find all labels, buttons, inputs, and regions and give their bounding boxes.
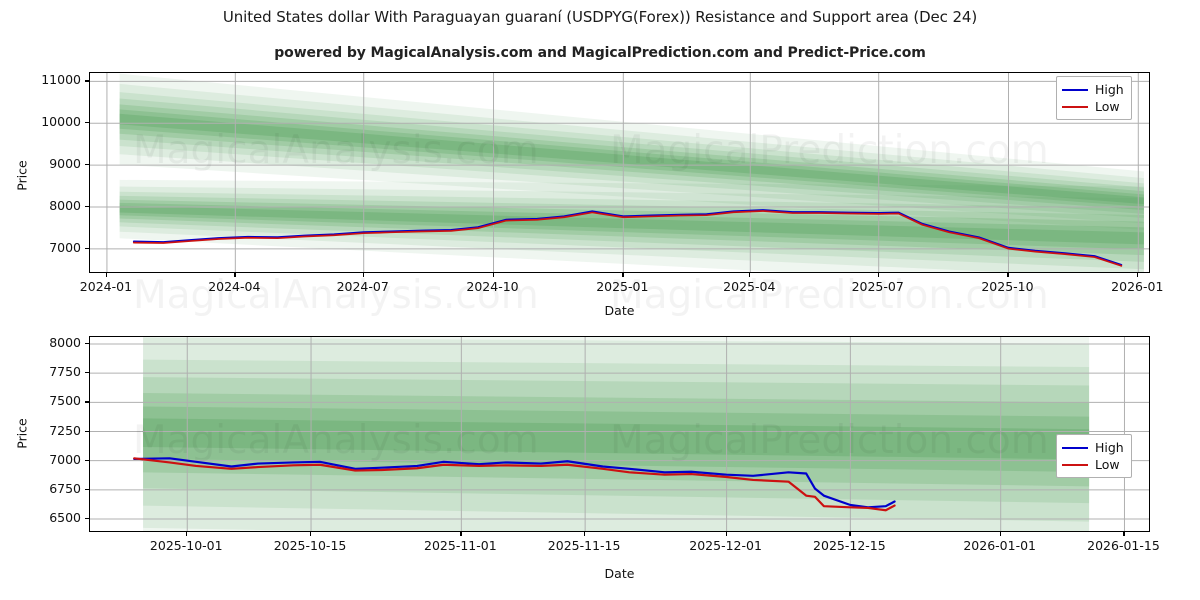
overview-x-tick: 2025-04 bbox=[723, 279, 776, 294]
detail-x-tick: 2025-10-01 bbox=[149, 538, 223, 553]
overview-x-axis-label: Date bbox=[604, 303, 635, 318]
overview-x-tick: 2026-01 bbox=[1111, 279, 1164, 294]
legend-item-high[interactable]: High bbox=[1062, 81, 1124, 98]
overview-y-tick: 10000 bbox=[41, 114, 81, 130]
high-line-swatch bbox=[1062, 88, 1088, 91]
detail-y-tickmark bbox=[85, 343, 89, 345]
detail-x-tick: 2026-01-01 bbox=[963, 538, 1037, 553]
overview-y-tick: 7000 bbox=[49, 239, 81, 255]
overview-y-tick: 11000 bbox=[41, 72, 81, 88]
detail-y-tick: 7000 bbox=[49, 451, 81, 467]
overview-x-tickmark bbox=[492, 273, 494, 277]
detail-x-tickmark bbox=[999, 532, 1001, 536]
overview-x-tickmark bbox=[622, 273, 624, 277]
overview-support-resistance-bands bbox=[119, 73, 1144, 272]
overview-x-tick: 2025-10 bbox=[981, 279, 1034, 294]
legend-label-low: Low bbox=[1095, 457, 1120, 472]
overview-legend: High Low bbox=[1056, 76, 1132, 120]
overview-y-tickmark bbox=[85, 247, 89, 250]
detail-x-tickmark bbox=[186, 532, 188, 536]
detail-x-axis-label: Date bbox=[604, 566, 635, 581]
overview-x-tick: 2024-07 bbox=[336, 279, 389, 294]
detail-y-tickmark bbox=[85, 518, 89, 520]
detail-legend: High Low bbox=[1056, 434, 1132, 478]
page-title: United States dollar With Paraguayan gua… bbox=[222, 8, 978, 26]
detail-y-tick: 8000 bbox=[49, 335, 81, 350]
overview-x-tickmark bbox=[105, 273, 108, 277]
detail-plot-area bbox=[89, 336, 1150, 532]
overview-y-tick: 8000 bbox=[49, 198, 81, 213]
overview-x-tick: 2024-04 bbox=[208, 279, 261, 294]
legend-label-high: High bbox=[1095, 82, 1124, 97]
detail-y-tick: 6750 bbox=[49, 480, 81, 496]
page-subtitle: powered by MagicalAnalysis.com and Magic… bbox=[274, 45, 926, 61]
detail-y-tick: 7500 bbox=[49, 393, 81, 409]
detail-y-tickmark bbox=[85, 401, 89, 403]
detail-y-tick: 6500 bbox=[49, 510, 81, 525]
detail-y-tick: 7250 bbox=[49, 422, 81, 438]
legend-item-low[interactable]: Low bbox=[1062, 98, 1124, 115]
legend-label-low: Low bbox=[1095, 99, 1120, 114]
detail-x-tick: 2025-11-15 bbox=[547, 538, 621, 553]
detail-series-high bbox=[133, 457, 896, 509]
detail-svg bbox=[90, 337, 1149, 531]
overview-x-tickmark bbox=[877, 273, 879, 277]
detail-series-low bbox=[133, 457, 896, 512]
detail-x-tick: 2025-11-01 bbox=[424, 538, 497, 553]
overview-plot-area bbox=[89, 72, 1150, 273]
low-line-swatch bbox=[1062, 463, 1088, 466]
overview-x-tickmark bbox=[362, 273, 364, 277]
detail-x-tick: 2025-12-15 bbox=[813, 538, 886, 553]
overview-x-tickmark bbox=[749, 273, 751, 277]
overview-y-tickmark bbox=[85, 80, 89, 82]
detail-y-tick: 7750 bbox=[49, 364, 81, 380]
detail-y-tickmark bbox=[85, 488, 89, 491]
detail-y-tickmark bbox=[85, 430, 89, 432]
detail-support-resistance-bands bbox=[143, 337, 1090, 531]
detail-x-tick: 2026-01-15 bbox=[1087, 538, 1160, 553]
overview-y-tickmark bbox=[85, 206, 89, 208]
overview-svg bbox=[90, 73, 1149, 272]
high-line-swatch bbox=[1062, 446, 1088, 449]
overview-x-tickmark bbox=[1007, 273, 1009, 277]
detail-x-tick: 2025-10-15 bbox=[273, 538, 347, 553]
overview-series-high bbox=[132, 209, 1123, 266]
detail-y-tickmark bbox=[85, 372, 89, 374]
detail-gridlines bbox=[90, 337, 1149, 531]
detail-x-tickmark bbox=[1123, 532, 1125, 536]
detail-y-tickmark bbox=[85, 459, 89, 461]
overview-x-tickmark bbox=[234, 273, 236, 277]
overview-gridlines bbox=[90, 73, 1149, 272]
detail-x-tickmark bbox=[584, 532, 586, 536]
overview-x-tick: 2024-01 bbox=[79, 279, 133, 294]
overview-y-tickmark bbox=[85, 122, 89, 124]
overview-x-tick: 2025-07 bbox=[851, 279, 904, 294]
overview-series-low bbox=[132, 210, 1123, 267]
overview-x-tick: 2025-01 bbox=[596, 279, 649, 294]
detail-x-tick: 2025-12-01 bbox=[689, 538, 762, 553]
detail-x-tickmark bbox=[725, 532, 727, 536]
legend-item-high[interactable]: High bbox=[1062, 439, 1124, 456]
overview-y-tickmark bbox=[85, 164, 89, 166]
legend-label-high: High bbox=[1095, 440, 1124, 455]
detail-x-tickmark bbox=[849, 532, 851, 536]
low-line-swatch bbox=[1062, 105, 1088, 108]
overview-x-tick: 2024-10 bbox=[466, 279, 519, 294]
overview-y-tick: 9000 bbox=[49, 156, 81, 172]
detail-x-tickmark bbox=[460, 532, 462, 536]
detail-x-tickmark bbox=[310, 532, 312, 536]
overview-x-tickmark bbox=[1137, 273, 1139, 277]
legend-item-low[interactable]: Low bbox=[1062, 456, 1124, 473]
overview-y-axis-label: Price bbox=[14, 160, 30, 191]
